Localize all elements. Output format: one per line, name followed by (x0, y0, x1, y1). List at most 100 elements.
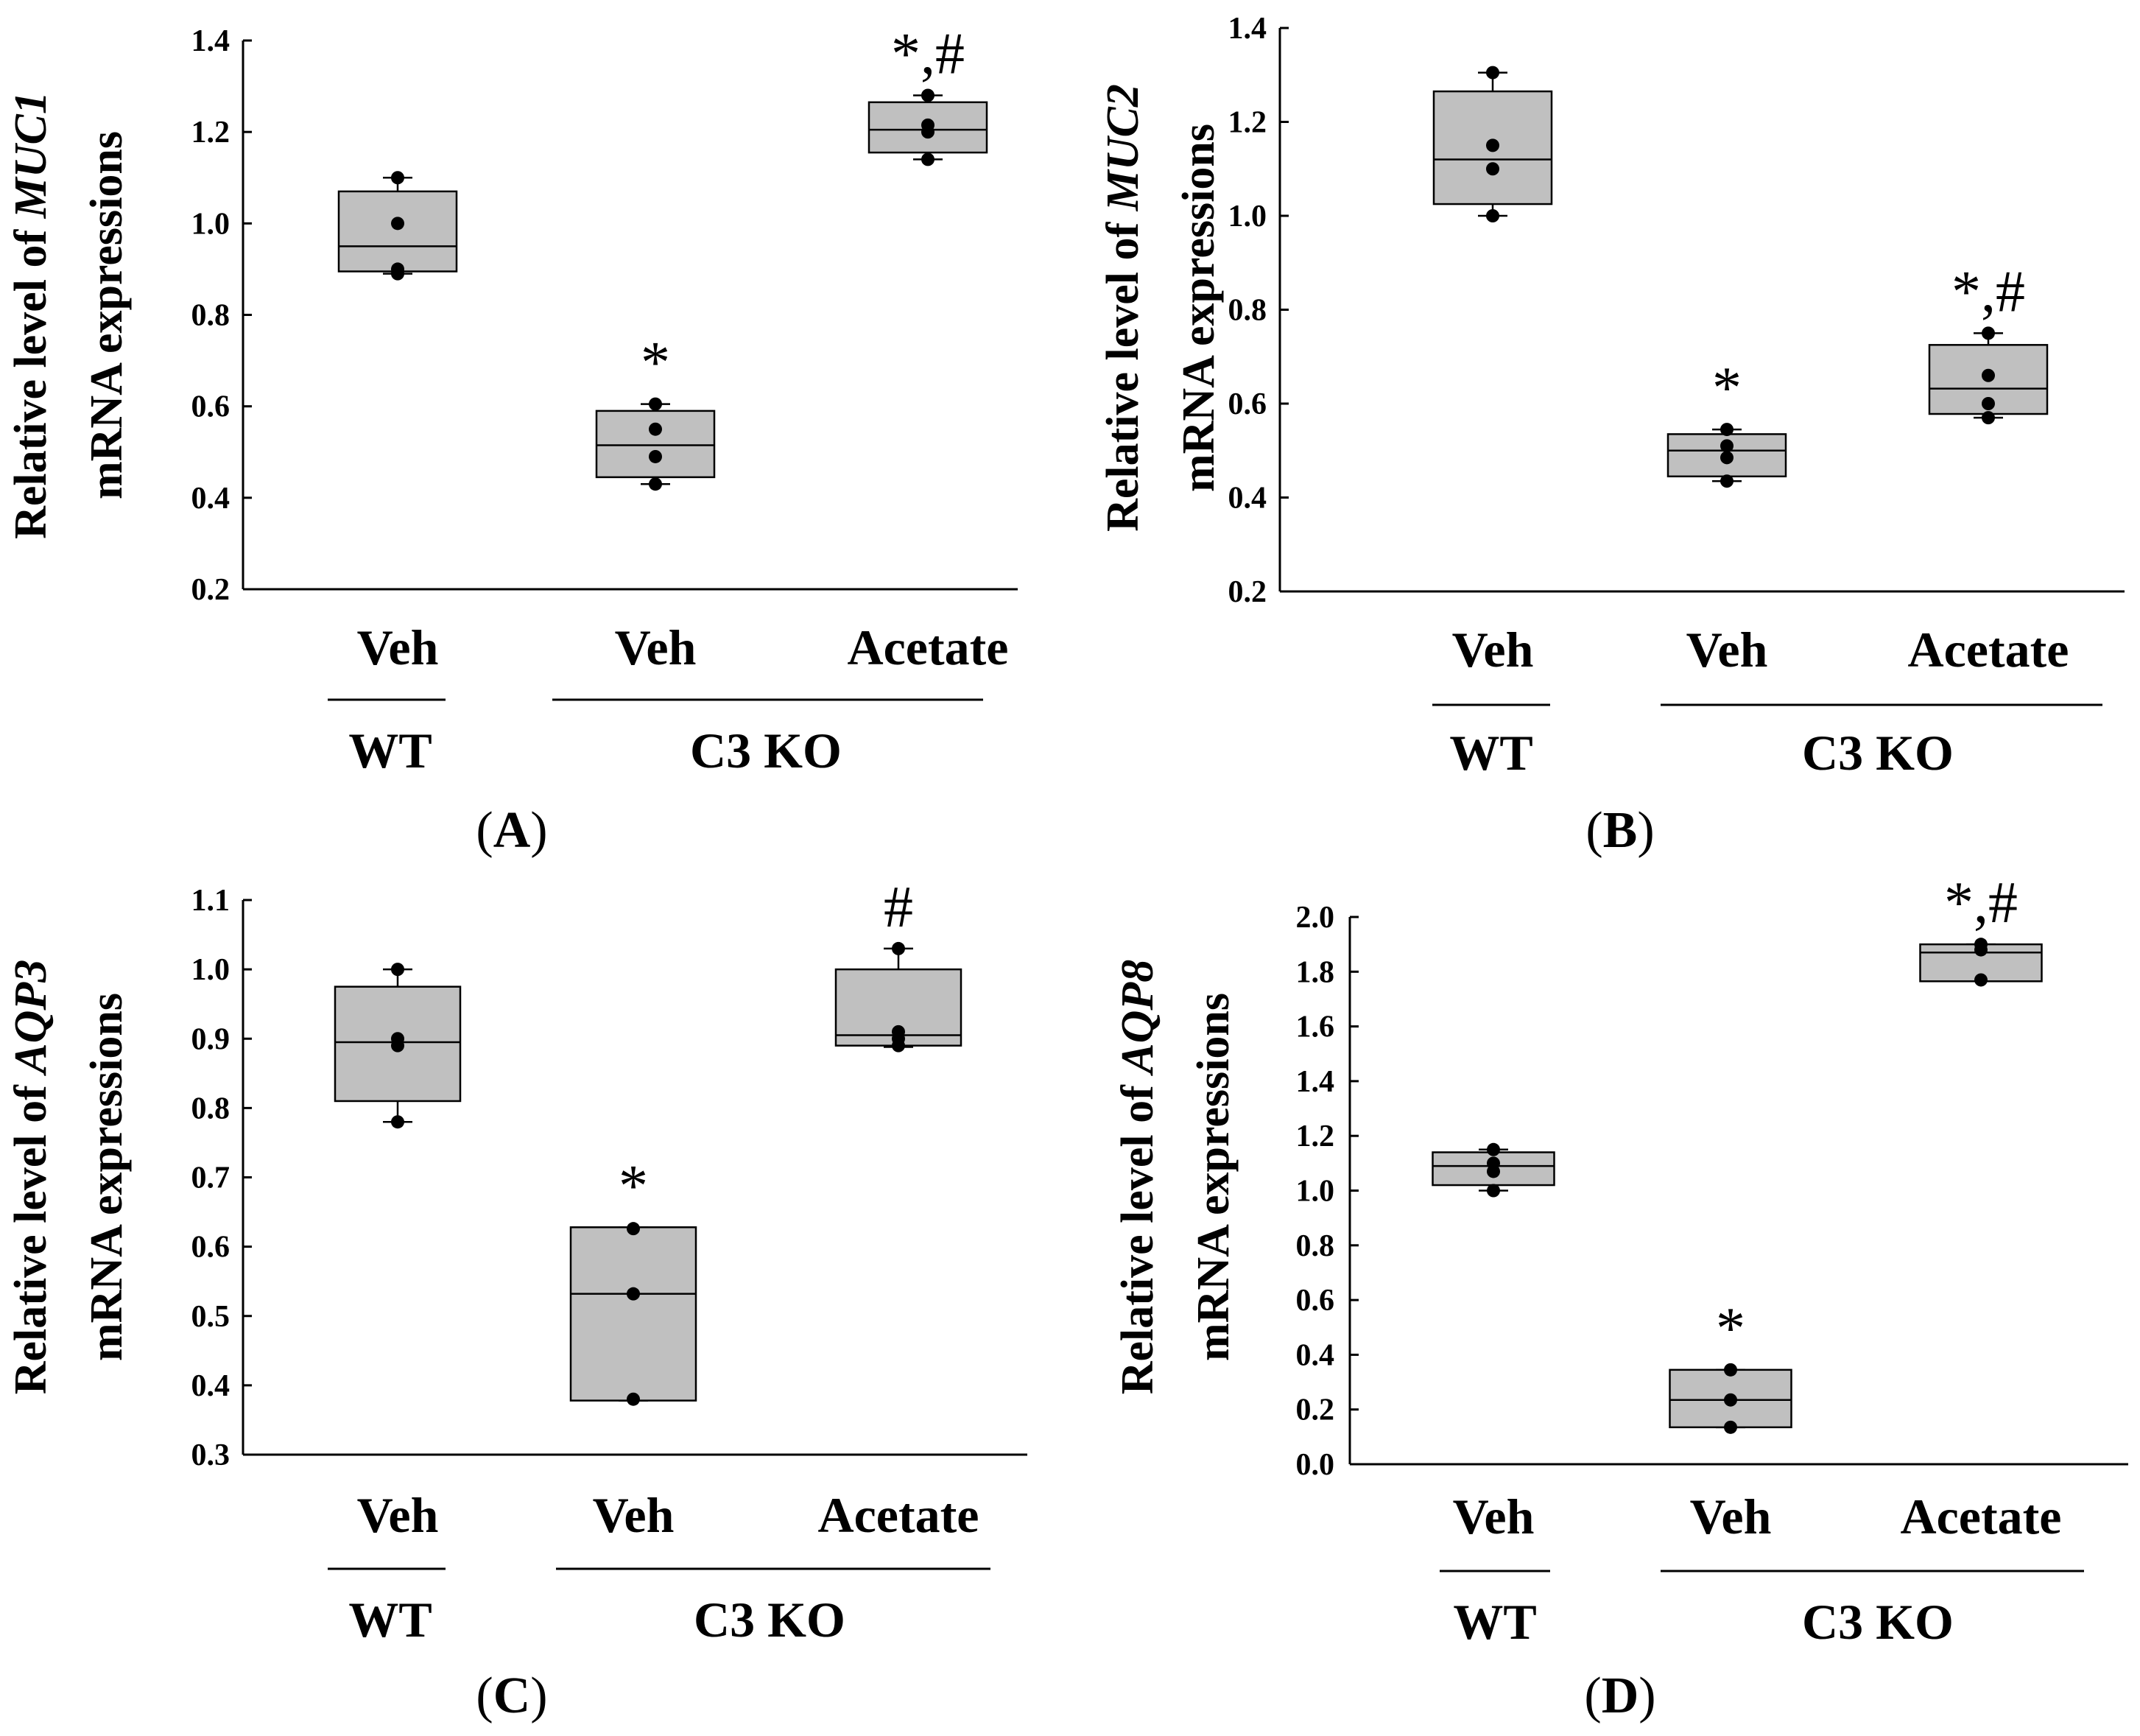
y-tick-label: 0.9 (191, 1022, 230, 1056)
y-axis-label-line2: mRNA expressions (1174, 124, 1224, 492)
box-2: * (1666, 356, 1787, 488)
y-axis-label-gene: MUC2 (1098, 84, 1148, 211)
box-3: *,# (1928, 259, 2049, 425)
y-tick-label: 1.6 (1296, 1011, 1335, 1044)
y-tick-label: 0.6 (191, 390, 230, 424)
category-label: Veh (357, 619, 439, 675)
box-1 (1432, 1142, 1555, 1198)
panel-label-letter: D (1602, 1668, 1639, 1724)
y-tick-label: 0.6 (1228, 387, 1267, 421)
box-iqr (595, 410, 716, 479)
box-1 (334, 963, 462, 1129)
data-point (627, 1287, 640, 1301)
data-point (391, 1115, 404, 1129)
panel-a: 0.2 0.4 0.6 0.8 1.0 1.2 1.4 Relative level of M… (6, 22, 1018, 859)
group-label: C3 KO (690, 723, 842, 779)
box-3: # (834, 875, 962, 1053)
data-point (1724, 1363, 1737, 1377)
category-label: Acetate (818, 1487, 979, 1543)
data-point (649, 422, 662, 436)
y-tick-label: 0.5 (191, 1300, 230, 1334)
data-point (1487, 1184, 1500, 1198)
y-tick-label: 1.0 (1296, 1175, 1335, 1209)
significance-marker: *,# (1944, 871, 2018, 935)
data-point (1982, 411, 1995, 425)
data-point (1974, 943, 1988, 957)
panel-label-paren-close: ) (1637, 802, 1654, 859)
y-axis-label-prefix: Relative level of (1113, 1074, 1163, 1395)
data-point (391, 1039, 404, 1053)
y-tick-label: 0.4 (1296, 1338, 1335, 1372)
panel-label-letter: A (493, 802, 531, 859)
group-label: C3 KO (694, 1592, 845, 1648)
y-axis-label-gene: MUC1 (6, 91, 56, 219)
y-tick-label: 1.0 (191, 207, 230, 241)
data-point (1486, 209, 1499, 222)
box-iqr (337, 190, 458, 273)
panel-label: (B) (1585, 802, 1654, 859)
y-axis-label-line2: mRNA expressions (82, 993, 132, 1361)
panel-label: (D) (1584, 1668, 1655, 1724)
y-tick-label: 0.6 (191, 1231, 230, 1265)
significance-marker: # (884, 875, 913, 940)
y-axis-label-prefix: Relative level of (1098, 211, 1148, 532)
y-tick-label: 1.0 (1228, 200, 1267, 233)
y-tick-label: 0.4 (1228, 482, 1267, 516)
y-tick-label: 0.4 (191, 1369, 230, 1403)
y-axis-label-gene: AQP3 (6, 960, 56, 1077)
panel-label-letter: C (493, 1668, 531, 1724)
data-point (1974, 973, 1988, 987)
category-label: Acetate (1908, 622, 2069, 678)
data-point (1982, 397, 1995, 410)
data-point (1982, 368, 1995, 382)
y-tick-label: 0.8 (191, 299, 230, 333)
significance-marker: *,# (891, 22, 965, 87)
data-point (391, 217, 404, 231)
y-tick-label: 1.2 (191, 116, 230, 150)
category-label: Veh (1453, 1489, 1535, 1545)
y-tick-label: 0.4 (191, 482, 230, 516)
data-point (391, 171, 404, 185)
panel-label-paren-open: ( (1584, 1668, 1601, 1724)
significance-marker: * (1712, 356, 1742, 421)
y-axis-label-line2: mRNA expressions (1189, 993, 1239, 1361)
data-point (627, 1222, 640, 1236)
data-point (1724, 1393, 1737, 1407)
significance-marker: *,# (1951, 259, 2025, 324)
data-point (391, 963, 404, 977)
data-point (892, 941, 905, 955)
panel-d: 0.0 0.2 0.4 0.6 0.8 1.0 1.2 1.4 1.6 1.8 2.0 Relativ… (1113, 871, 2128, 1724)
y-tick-label: 1.1 (191, 884, 230, 918)
box-3: *,# (1919, 871, 2043, 987)
data-point (1720, 423, 1734, 437)
data-point (1486, 138, 1499, 152)
group-label: WT (1453, 1594, 1536, 1650)
y-tick-label: 0.8 (1228, 294, 1267, 328)
data-point (1720, 439, 1734, 453)
y-tick-label: 2.0 (1296, 901, 1335, 935)
y-axis-label-prefix: Relative level of (6, 1074, 56, 1395)
data-point (1720, 451, 1734, 465)
data-point (921, 125, 935, 139)
panel-label-paren-open: ( (476, 1668, 493, 1724)
y-axis-label: Relative level of AQP8 (1113, 960, 1163, 1395)
data-point (1487, 1142, 1500, 1156)
box-1 (337, 171, 458, 281)
group-label: WT (1449, 725, 1532, 781)
group-label: WT (348, 1592, 432, 1648)
y-tick-label: 1.8 (1296, 955, 1335, 989)
data-point (921, 152, 935, 166)
y-tick-label: 0.8 (191, 1092, 230, 1125)
box-2: * (1669, 1296, 1792, 1434)
significance-marker: * (641, 331, 670, 396)
group-label: C3 KO (1802, 725, 1954, 781)
data-point (649, 397, 662, 411)
group-label: C3 KO (1802, 1594, 1954, 1650)
y-tick-label: 0.2 (1296, 1394, 1335, 1427)
y-tick-label: 0.7 (191, 1162, 230, 1195)
data-point (649, 477, 662, 491)
data-point (1720, 474, 1734, 488)
box-3: *,# (867, 22, 988, 166)
category-label: Veh (593, 1487, 675, 1543)
